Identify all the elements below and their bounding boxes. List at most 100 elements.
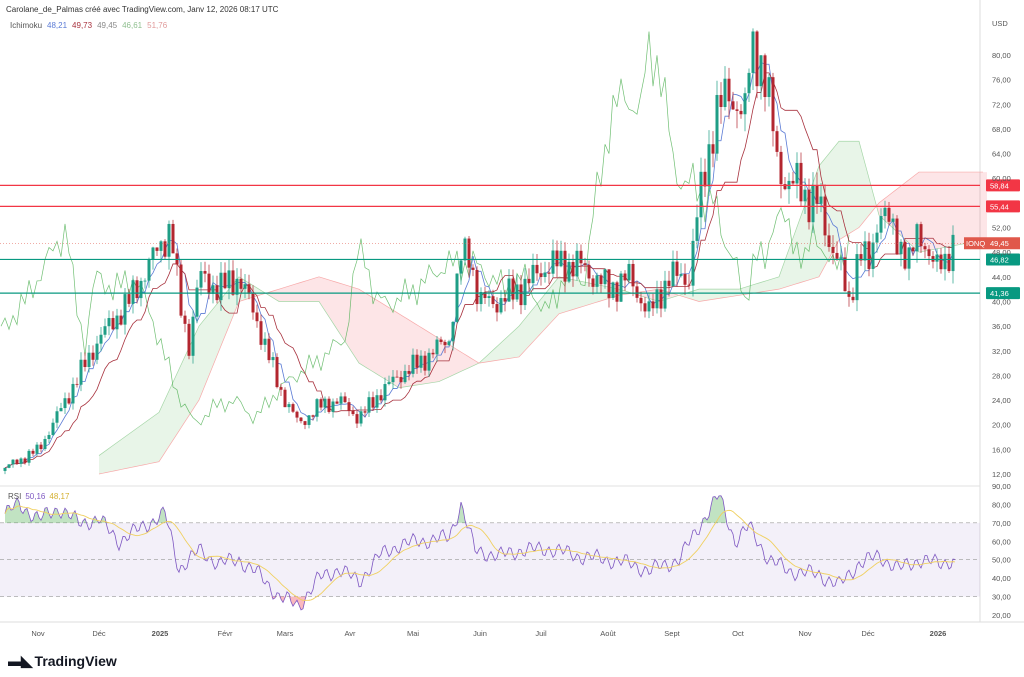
time-axis-label: Févr [218,629,234,638]
ichimoku-cloud-segment [147,418,151,465]
candle-body [727,78,731,102]
candle-body [107,318,111,327]
candle-body [847,291,851,297]
candle-body [51,422,55,436]
candle [567,253,571,284]
candle-body [331,401,335,412]
candle [575,243,579,281]
candle [651,293,655,316]
ichimoku-cloud-segment [911,175,915,249]
ichimoku-cloud-segment [535,301,539,340]
ichimoku-cloud-segment [707,289,711,301]
candle-body [19,458,23,464]
candle [879,208,883,240]
candle-body [339,396,343,404]
ichimoku-cloud-segment [947,172,951,247]
price-chart[interactable]: 58,84 55,44 46,82 41,36 IONQ 49,45 USD 80,00 76,… [0,0,1024,645]
candle-body [171,223,175,254]
tradingview-logo-icon: ▬◣ [8,653,33,670]
candle-body [187,323,191,356]
candle-body [263,338,267,345]
candle-body [267,338,271,361]
ichimoku-cloud-segment [103,449,107,474]
candle [479,287,483,312]
ichimoku-cloud-segment [159,403,163,462]
candle [895,215,899,255]
ichimoku-cloud-segment [967,172,971,244]
candle [547,262,551,284]
candle-body [815,185,819,204]
candle-body [671,261,675,287]
level-price-tag [986,253,1020,266]
candle [375,389,379,413]
ichimoku-cloud-segment [539,296,543,336]
candle [3,467,7,475]
candle [343,392,347,403]
time-axis-label: Nov [798,629,812,638]
candle-body [855,254,859,301]
tradingview-logo[interactable]: ▬◣ TradingView [8,652,117,670]
price-axis-tick: 12,00 [992,470,1011,479]
ichimoku-cloud-segment [803,199,807,282]
ichimoku-cloud-segment [699,289,703,302]
candle-body [55,411,59,423]
ichimoku-cloud-segment [483,355,487,363]
candle-body [723,78,727,107]
candle-body [371,397,375,408]
ichimoku-cloud-segment [403,316,407,388]
candle [67,392,71,405]
candle-body [255,312,259,322]
candle [371,391,375,412]
candle [739,104,743,119]
level-price-tag [986,200,1020,213]
candle [123,287,127,335]
candle-body [563,250,567,282]
candle-body [507,278,511,302]
ichimoku-cloud-segment [571,279,575,311]
rsi-legend[interactable]: RSI 50,16 48,17 [8,492,69,501]
ichimoku-cloud-segment [775,276,779,290]
candle-body [219,272,223,301]
candle [859,244,863,266]
candle [23,457,27,465]
ichimoku-cloud-segment [455,348,459,375]
ichimoku-cloud-segment [579,280,583,308]
candle-body [83,359,87,368]
candle-body [503,298,507,302]
candle-body [739,110,743,115]
ichimoku-cloud-segment [255,286,259,297]
candle [379,389,383,403]
candle-body [531,264,535,284]
candle-body [383,384,387,401]
candle-body [363,411,367,413]
ichimoku-cloud-segment [203,316,207,391]
candle-body [207,273,211,294]
candle-body [15,459,19,464]
candle [267,333,271,364]
candle-body [755,31,759,87]
candle [675,250,679,287]
rsi-axis-tick: 50,00 [992,556,1011,565]
candle [135,276,139,304]
candle-body [47,435,51,439]
ichimoku-value: 49,73 [72,21,93,30]
candle-body [539,273,543,277]
candle-body [79,359,83,385]
candle [199,262,203,296]
candle [827,223,831,252]
candle [231,260,235,296]
price-axis-tick: 64,00 [992,150,1011,159]
candle [359,406,363,427]
candle-body [211,285,215,294]
ichimoku-cloud-segment [499,340,503,361]
ichimoku-legend[interactable]: Ichimoku 48,21 49,73 49,45 46,61 51,76 [10,21,167,30]
candle [779,145,783,199]
candle [643,296,647,318]
ichimoku-cloud-segment [111,444,115,472]
candle-body [735,109,739,111]
candle-body [155,247,159,251]
ichimoku-cloud-segment [751,284,755,294]
candle-body [895,218,899,255]
ichimoku-cloud-segment [207,311,211,381]
candle-body [919,224,923,247]
